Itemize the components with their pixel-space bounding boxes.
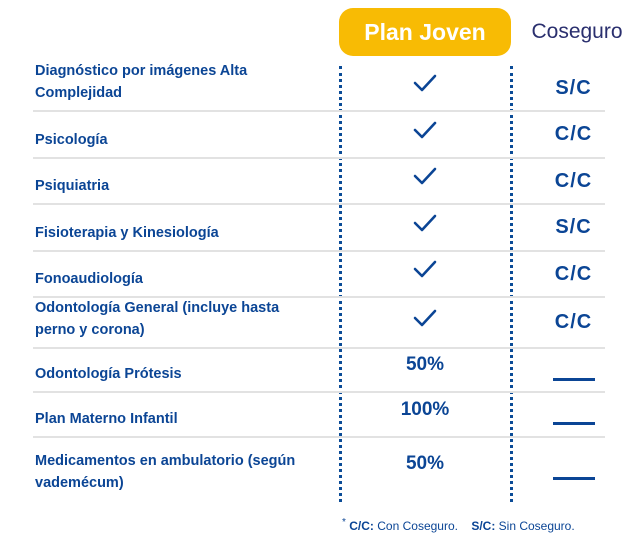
coseguro-code: C/C bbox=[554, 169, 593, 192]
coseguro-value: S/C bbox=[512, 66, 635, 110]
column-divider bbox=[510, 66, 513, 502]
check-icon bbox=[413, 309, 437, 326]
coseguro-value: C/C bbox=[512, 112, 635, 157]
coseguro-value bbox=[512, 349, 635, 391]
check-icon bbox=[413, 74, 437, 92]
table-row: Odontología General (incluye hasta perno… bbox=[33, 298, 605, 349]
coseguro-code: C/C bbox=[554, 311, 593, 333]
plan-header-badge: Plan Joven bbox=[339, 8, 511, 56]
service-label: Fonoaudiología bbox=[35, 271, 143, 287]
check-icon bbox=[413, 167, 437, 185]
plan-coverage bbox=[339, 159, 511, 203]
sc-text: Sin Coseguro. bbox=[495, 519, 575, 533]
sc-key: S/C: bbox=[471, 519, 496, 533]
plan-coverage bbox=[339, 252, 511, 296]
legend-note: * C/C: Con Coseguro. S/C: Sin Coseguro. bbox=[342, 517, 575, 533]
plan-coverage: 100% bbox=[339, 393, 511, 436]
dash-icon bbox=[552, 476, 595, 480]
table-row: Odontología Prótesis 50% bbox=[33, 349, 605, 393]
plan-header-label: Plan Joven bbox=[364, 18, 486, 45]
coseguro-value bbox=[512, 393, 635, 436]
plan-coverage bbox=[339, 66, 511, 110]
service-label: Fisioterapia y Kinesiología bbox=[35, 225, 219, 241]
plan-coverage: 50% bbox=[339, 349, 511, 391]
check-icon bbox=[413, 121, 437, 138]
plan-coverage bbox=[339, 205, 511, 250]
cc-key: C/C: bbox=[349, 519, 374, 533]
check-icon bbox=[413, 260, 437, 278]
cc-text: Con Coseguro. bbox=[373, 519, 458, 533]
coseguro-code: C/C bbox=[554, 262, 593, 285]
service-label: Medicamentos en ambulatorio (según vadem… bbox=[35, 453, 296, 491]
table-row: Psicología C/C bbox=[33, 112, 605, 159]
footnote-star: * bbox=[342, 517, 346, 528]
coseguro-header-label: Coseguro bbox=[531, 20, 623, 43]
coseguro-code: C/C bbox=[554, 123, 593, 145]
coseguro-value: C/C bbox=[512, 159, 635, 203]
coseguro-value: S/C bbox=[512, 205, 635, 250]
coseguro-header: Coseguro bbox=[512, 8, 642, 56]
table-row: Psiquiatria C/C bbox=[33, 159, 605, 205]
table-row: Fonoaudiología C/C bbox=[33, 252, 605, 298]
check-icon bbox=[413, 214, 437, 231]
service-label: Diagnóstico por imágenes Alta Complejida… bbox=[35, 63, 248, 101]
plan-percent: 100% bbox=[400, 398, 450, 420]
service-label: Psicología bbox=[35, 132, 108, 148]
dash-icon bbox=[552, 377, 595, 381]
coseguro-value: C/C bbox=[512, 252, 635, 296]
table-row: Medicamentos en ambulatorio (según vadem… bbox=[33, 438, 605, 500]
dash-icon bbox=[552, 422, 595, 425]
table-row: Diagnóstico por imágenes Alta Complejida… bbox=[33, 63, 605, 112]
service-label: Psiquiatria bbox=[35, 178, 110, 194]
service-label: Odontología General (incluye hasta perno… bbox=[35, 300, 280, 338]
column-divider bbox=[339, 66, 342, 502]
plan-coverage bbox=[339, 298, 511, 347]
service-label: Odontología Prótesis bbox=[35, 366, 182, 382]
coseguro-code: S/C bbox=[555, 216, 592, 238]
service-label: Plan Materno Infantil bbox=[35, 411, 178, 427]
plan-percent: 50% bbox=[405, 354, 445, 375]
table-row: Plan Materno Infantil 100% bbox=[33, 393, 605, 438]
coseguro-value bbox=[512, 438, 635, 500]
coseguro-value: C/C bbox=[512, 298, 635, 347]
plan-percent: 50% bbox=[405, 453, 445, 474]
plan-coverage bbox=[339, 112, 511, 157]
coseguro-code: S/C bbox=[555, 76, 592, 99]
plan-coverage: 50% bbox=[339, 438, 511, 500]
table-row: Fisioterapia y Kinesiología S/C bbox=[33, 205, 605, 252]
